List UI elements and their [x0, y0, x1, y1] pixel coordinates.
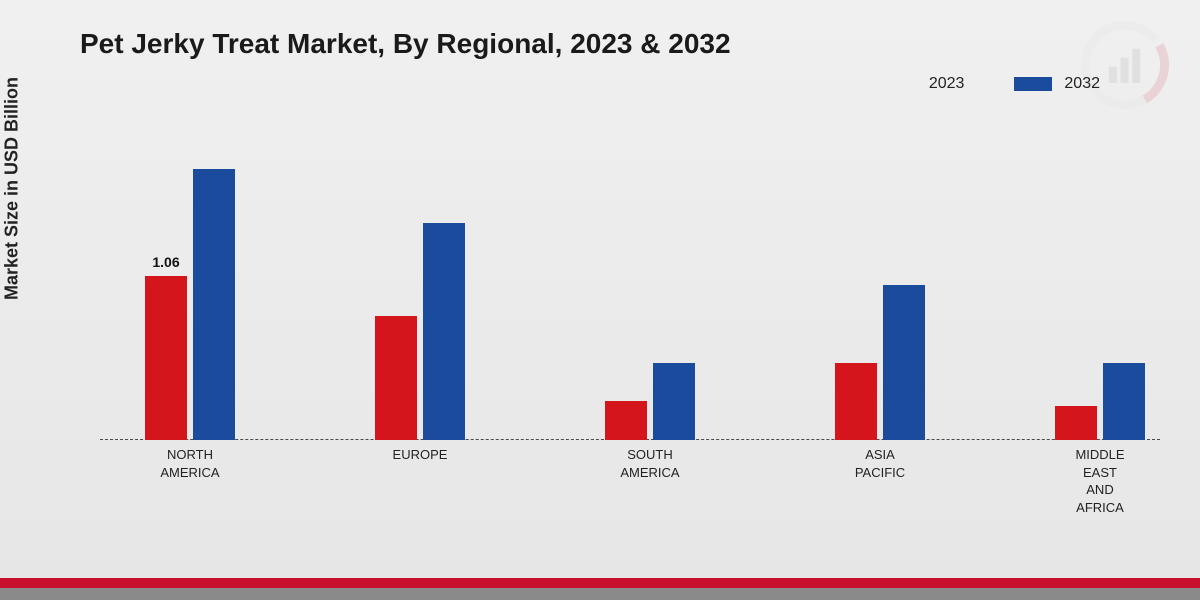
x-tick-label: NORTHAMERICA: [130, 446, 250, 481]
bar-2032: [193, 169, 235, 440]
legend-item-2032: 2032: [1014, 75, 1100, 93]
bar-2023: [375, 316, 417, 440]
bar-2032: [653, 363, 695, 441]
bar-group: [360, 223, 480, 440]
footer-bar-red: [0, 578, 1200, 588]
legend-label-2023: 2023: [929, 75, 965, 93]
plot-area: 1.06: [100, 130, 1160, 440]
bar-group: [590, 363, 710, 441]
bar-2023: [835, 363, 877, 441]
bar-2032: [423, 223, 465, 440]
bar-group: 1.06: [130, 169, 250, 440]
x-tick-label: MIDDLEEASTANDAFRICA: [1040, 446, 1160, 516]
legend: 2023 2032: [879, 75, 1100, 93]
bar-2032: [1103, 363, 1145, 441]
legend-label-2032: 2032: [1064, 75, 1100, 93]
chart-title: Pet Jerky Treat Market, By Regional, 202…: [80, 28, 731, 60]
bar-value-label: 1.06: [152, 254, 179, 270]
x-tick-label: ASIAPACIFIC: [820, 446, 940, 481]
bar-2032: [883, 285, 925, 440]
bar-2023: [1055, 406, 1097, 440]
y-axis-label: Market Size in USD Billion: [2, 77, 23, 300]
legend-item-2023: 2023: [879, 75, 965, 93]
x-tick-label: EUROPE: [360, 446, 480, 464]
bar-2023: 1.06: [145, 276, 187, 440]
bar-group: [820, 285, 940, 440]
bar-group: [1040, 363, 1160, 441]
watermark-logo: [1080, 20, 1170, 110]
legend-swatch-2032: [1014, 77, 1052, 91]
footer-bar-grey: [0, 588, 1200, 600]
x-tick-label: SOUTHAMERICA: [590, 446, 710, 481]
bar-2023: [605, 401, 647, 440]
legend-swatch-2023: [879, 77, 917, 91]
